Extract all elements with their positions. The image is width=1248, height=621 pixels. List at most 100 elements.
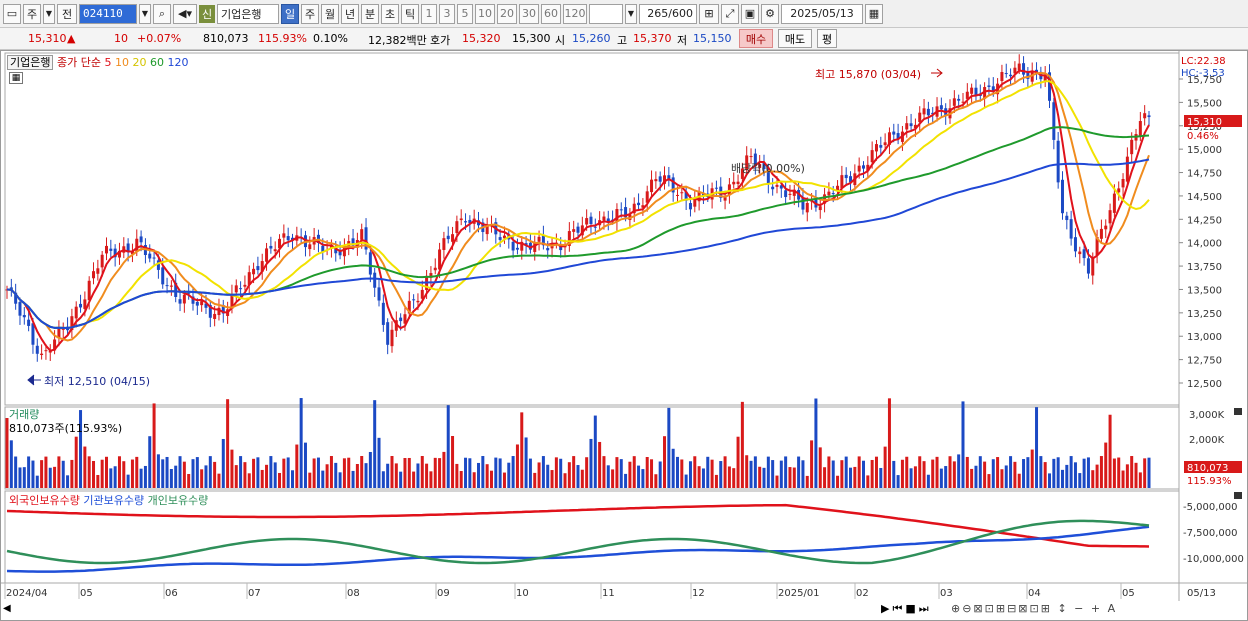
candle-body [338, 250, 342, 256]
ma5-line [6, 69, 1150, 352]
volume-bar [996, 457, 1000, 488]
candle-body [247, 272, 251, 285]
volume-bar [342, 458, 346, 488]
volume-bar [706, 456, 710, 488]
tab-week[interactable]: 주 [23, 3, 41, 24]
foreign-holdings-label[interactable]: 외국인보유수량 [9, 494, 80, 507]
volume-bar [853, 466, 857, 488]
calendar-icon[interactable]: ▦ [865, 3, 883, 24]
stock-code-input[interactable]: 024110 [79, 3, 137, 24]
volume-bar [615, 457, 619, 488]
candle-body [693, 200, 697, 207]
draw-tool-icon[interactable]: ⤢ [721, 3, 739, 24]
candle-body [602, 216, 606, 221]
chart-type-icon[interactable]: ⊞ [699, 3, 719, 24]
ma10-label[interactable]: 10 [114, 56, 129, 69]
x-axis-label: 03 [940, 588, 953, 599]
volume-bar [1112, 458, 1116, 488]
data-count[interactable]: 265/600 [639, 3, 697, 24]
volume-bar [1022, 459, 1026, 488]
volume-bar [788, 467, 792, 488]
price-panel[interactable] [4, 52, 1180, 406]
individual-holdings-label[interactable]: 개인보유수량 [147, 494, 209, 507]
sell-button[interactable]: 매도 [778, 29, 812, 48]
interval-20[interactable]: 20 [497, 3, 517, 24]
window-icon[interactable]: ▭ [3, 3, 21, 24]
candle-body [446, 235, 450, 240]
code-dropdown-icon[interactable]: ▼ [139, 3, 151, 24]
institution-holdings-label[interactable]: 기관보유수량 [83, 494, 145, 507]
volume-bar [139, 468, 143, 488]
period-minute[interactable]: 분 [361, 3, 379, 24]
candle-body [658, 176, 662, 182]
volume-bar [892, 460, 896, 488]
price-tick-label: 14,750 [1187, 169, 1222, 180]
period-week[interactable]: 주 [301, 3, 319, 24]
interval-5[interactable]: 5 [457, 3, 473, 24]
volume-bar [736, 436, 740, 488]
interval-input[interactable] [589, 3, 623, 24]
volume-bar [44, 456, 48, 488]
interval-10[interactable]: 10 [475, 3, 495, 24]
volume-bar [593, 415, 597, 488]
ma60-label[interactable]: 60 [149, 56, 164, 69]
volume-bar [879, 467, 883, 488]
interval-120[interactable]: 120 [563, 3, 587, 24]
playback-controls[interactable]: ▶⏮■⏭ [881, 602, 932, 615]
candle-body [559, 244, 563, 251]
candle-body [1125, 156, 1129, 182]
interval-60[interactable]: 60 [541, 3, 561, 24]
interval-3[interactable]: 3 [439, 3, 455, 24]
candle-body [429, 273, 433, 278]
dropdown-icon[interactable]: ▼ [43, 3, 55, 24]
bid-price: 15,300 [512, 32, 551, 45]
volume-bar [836, 475, 840, 488]
period-second[interactable]: 초 [381, 3, 399, 24]
ma120-line [6, 158, 1150, 330]
volume-bar [234, 465, 238, 488]
volume-bar [70, 459, 74, 488]
volume-bar [221, 438, 225, 488]
zoom-controls[interactable]: ⊕⊖⊠⊡⊞⊟⊠⊡⊞ ↕ − + A [951, 602, 1118, 615]
volume-bar [165, 456, 169, 488]
candle-body [654, 179, 658, 182]
search-icon[interactable]: ⌕ [153, 3, 171, 24]
average-button[interactable]: 평 [817, 29, 837, 48]
stock-chart-svg[interactable]: 15,750 15,500 15,250 15,000 14,750 14,500 14,2… [1, 51, 1247, 620]
interval-dropdown-icon[interactable]: ▼ [625, 3, 637, 24]
period-month[interactable]: 월 [321, 3, 339, 24]
save-icon[interactable]: ▣ [741, 3, 759, 24]
candle-body [931, 112, 935, 115]
ma120-label[interactable]: 120 [167, 56, 189, 69]
tab-all[interactable]: 전 [57, 3, 77, 24]
chart-area[interactable]: 15,750 15,500 15,250 15,000 14,750 14,500 14,2… [0, 50, 1248, 621]
stock-name-tag[interactable]: 기업은행 [7, 55, 54, 70]
holdings-panel-close-icon[interactable] [1234, 492, 1242, 499]
candle-body [1078, 251, 1082, 255]
volume-bar [1134, 462, 1138, 488]
volume-panel-close-icon[interactable] [1234, 408, 1242, 415]
speaker-icon[interactable]: ◀▾ [173, 3, 197, 24]
scroll-left-icon[interactable]: ◀ [3, 603, 11, 614]
ma20-label[interactable]: 20 [132, 56, 147, 69]
interval-30[interactable]: 30 [519, 3, 539, 24]
volume-bar [991, 459, 995, 488]
candle-body [273, 249, 277, 252]
settings-icon[interactable]: ⚙ [761, 3, 779, 24]
volume-bar [1009, 456, 1013, 488]
candle-body [252, 268, 256, 275]
table-icon[interactable]: ▦ [9, 72, 23, 84]
volume-bar [239, 456, 243, 488]
x-axis-label: 07 [248, 588, 261, 599]
volume-bar [438, 458, 442, 488]
volume-bar [464, 457, 468, 488]
buy-button[interactable]: 매수 [739, 29, 773, 48]
date-input[interactable]: 2025/05/13 [781, 3, 863, 24]
interval-1[interactable]: 1 [421, 3, 437, 24]
period-year[interactable]: 년 [341, 3, 359, 24]
volume-bar [563, 473, 567, 488]
ma5-label[interactable]: 5 [104, 56, 112, 69]
period-tick[interactable]: 틱 [401, 3, 419, 24]
volume-bar [1095, 464, 1099, 488]
period-day[interactable]: 일 [281, 3, 299, 24]
